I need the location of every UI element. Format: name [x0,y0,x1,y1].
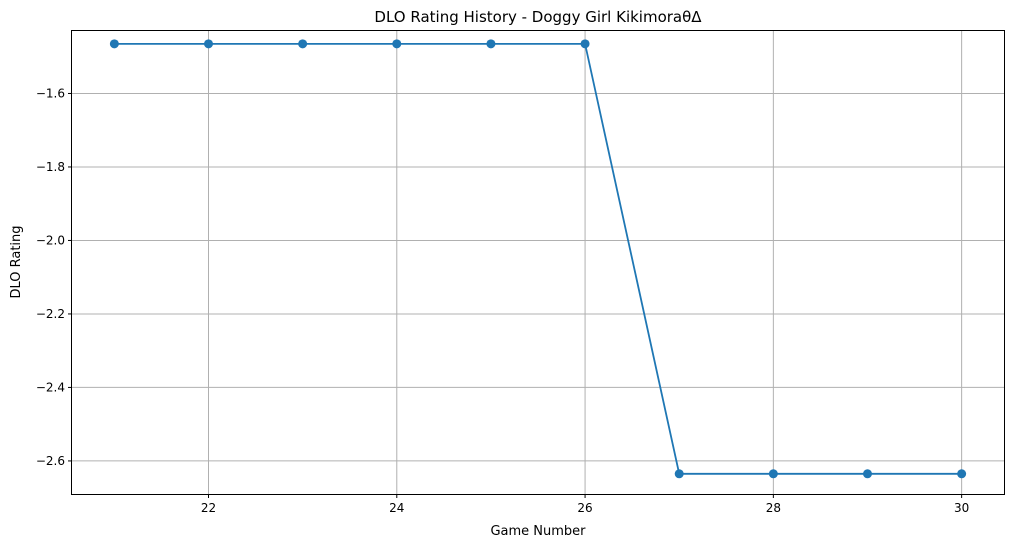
y-tick-label: −2.2 [36,307,65,321]
x-tick-label: 26 [577,501,592,515]
chart-title: DLO Rating History - Doggy Girl Kikimora… [374,8,702,26]
data-point [109,39,119,49]
data-point [298,39,308,49]
y-tick-label: −1.8 [36,160,65,174]
data-point [204,39,214,49]
data-point [768,469,778,479]
x-axis-ticks: 22 24 26 28 30 [201,494,969,515]
y-tick-label: −2.6 [36,454,65,468]
data-point [486,39,496,49]
y-axis-label: DLO Rating [9,225,24,298]
data-point [674,469,684,479]
y-tick-label: −1.6 [36,86,65,100]
y-axis-ticks: −1.6 −1.8 −2.0 −2.2 −2.4 −2.6 [36,86,72,468]
data-point [862,469,872,479]
x-tick-label: 30 [954,501,969,515]
grid [72,31,1004,494]
data-point [392,39,402,49]
x-tick-label: 22 [201,501,216,515]
x-tick-label: 24 [389,501,404,515]
x-axis-label: Game Number [490,524,586,539]
series-layer [109,39,967,479]
data-point [957,469,967,479]
data-point [580,39,590,49]
y-tick-label: −2.4 [36,380,65,394]
series-line [114,42,962,475]
plot-frame [71,30,1005,495]
y-tick-label: −2.0 [36,233,65,247]
x-tick-label: 28 [766,501,781,515]
